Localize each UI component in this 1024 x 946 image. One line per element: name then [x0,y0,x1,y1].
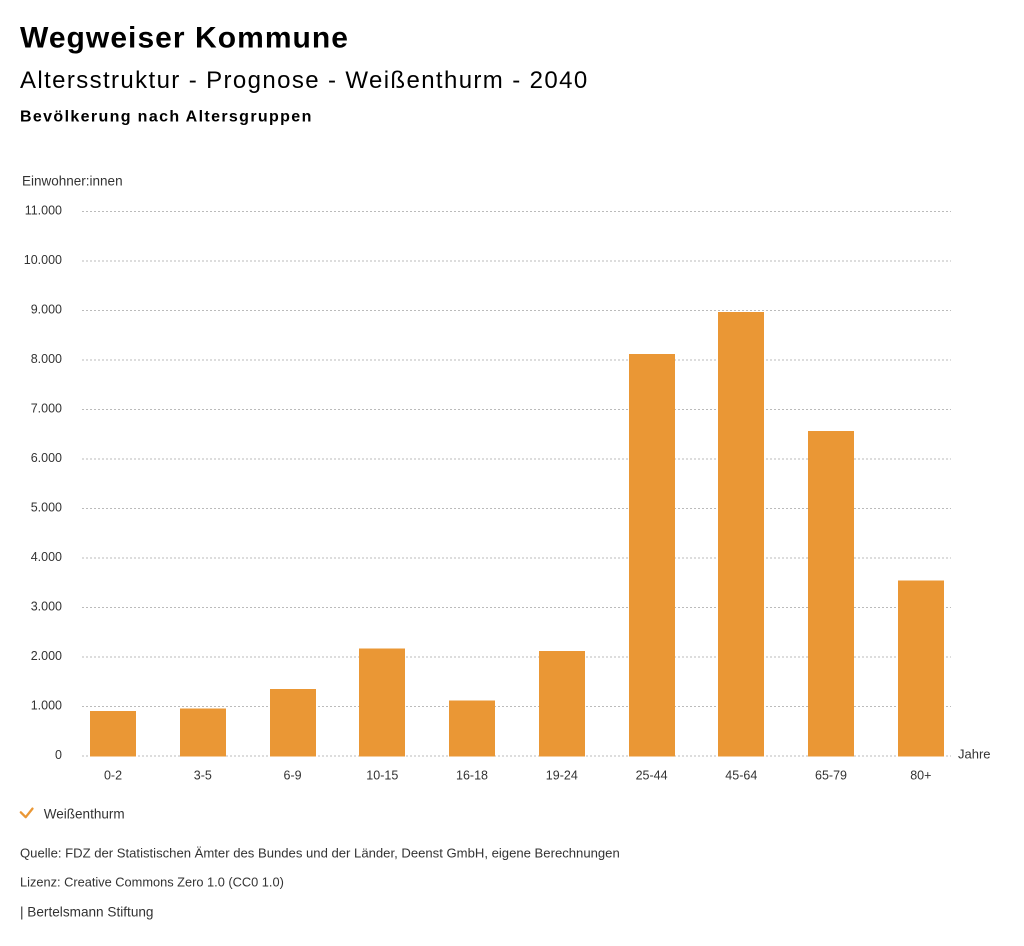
svg-text:Lizenz: Creative Commons Zero: Lizenz: Creative Commons Zero 1.0 (CC0 1… [20,875,284,890]
svg-text:0-2: 0-2 [104,769,122,783]
svg-text:1.000: 1.000 [31,699,62,713]
svg-text:Altersstruktur - Prognose - We: Altersstruktur - Prognose - Weißenthurm … [20,67,589,94]
svg-text:Quelle: FDZ der Statistischen: Quelle: FDZ der Statistischen Ämter des … [20,845,620,860]
svg-text:5.000: 5.000 [31,501,62,515]
svg-text:Jahre: Jahre [958,747,991,762]
svg-text:4.000: 4.000 [31,550,62,564]
svg-text:16-18: 16-18 [456,769,488,783]
svg-text:Bevölkerung nach Altersgruppen: Bevölkerung nach Altersgruppen [20,109,313,126]
svg-text:8.000: 8.000 [31,352,62,366]
svg-text:10.000: 10.000 [24,253,62,267]
svg-text:6.000: 6.000 [31,451,62,465]
svg-text:9.000: 9.000 [31,303,62,317]
svg-text:6-9: 6-9 [284,769,302,783]
svg-text:25-44: 25-44 [636,769,668,783]
svg-text:Einwohner:innen: Einwohner:innen [22,174,123,189]
svg-text:10-15: 10-15 [366,769,398,783]
svg-text:2.000: 2.000 [31,649,62,663]
svg-text:| Bertelsmann Stiftung: | Bertelsmann Stiftung [20,904,154,919]
svg-text:3.000: 3.000 [31,600,62,614]
svg-text:45-64: 45-64 [725,769,757,783]
svg-text:11.000: 11.000 [25,204,62,218]
svg-text:80+: 80+ [910,769,931,783]
svg-text:65-79: 65-79 [815,769,847,783]
svg-text:3-5: 3-5 [194,769,212,783]
svg-text:7.000: 7.000 [31,402,62,416]
svg-text:19-24: 19-24 [546,769,578,783]
svg-text:Wegweiser Kommune: Wegweiser Kommune [20,22,349,55]
svg-text:0: 0 [55,748,62,762]
svg-text:Weißenthurm: Weißenthurm [44,806,125,821]
